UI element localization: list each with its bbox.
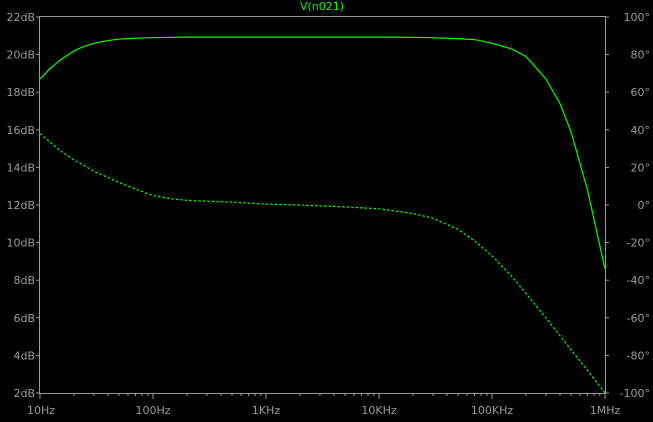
phase-point	[344, 206, 345, 207]
phase-point	[511, 276, 512, 277]
phase-point	[525, 293, 526, 294]
magnitude-point	[152, 37, 153, 38]
right-tick-label: -100°	[620, 387, 650, 400]
magnitude-point	[39, 78, 40, 79]
phase-point	[378, 208, 379, 209]
phase-point	[59, 150, 60, 151]
magnitude-point	[172, 37, 173, 38]
x-tick-label: 1MHz	[590, 404, 621, 417]
x-tick-label: 10KHz	[361, 404, 396, 417]
phase-point	[39, 133, 40, 134]
right-axis: 100° 80° 60° 40° 20° 0° -20° -40° -60° -80° -100°	[605, 11, 650, 400]
magnitude-point	[231, 37, 232, 38]
magnitude-point	[491, 43, 492, 44]
right-tick-label: 80°	[631, 49, 651, 62]
left-tick-label: 22dB	[6, 11, 35, 24]
phase-point	[265, 204, 266, 205]
left-tick-label: 2dB	[13, 387, 35, 400]
right-tick-label: 20°	[631, 161, 651, 174]
left-tick-label: 20dB	[6, 49, 35, 62]
left-tick-label: 6dB	[13, 312, 35, 325]
magnitude-point	[604, 268, 605, 269]
magnitude-point	[457, 38, 458, 39]
left-tick-label: 8dB	[13, 274, 35, 287]
magnitude-point	[107, 40, 108, 41]
phase-trace	[39, 133, 606, 394]
x-tick-label: 100Hz	[135, 404, 170, 417]
phase-point	[118, 182, 119, 183]
phase-point	[206, 201, 207, 202]
phase-point	[135, 188, 136, 189]
magnitude-point	[378, 37, 379, 38]
magnitude-point	[511, 48, 512, 49]
magnitude-point	[265, 37, 266, 38]
phase-point	[604, 392, 605, 393]
phase-point	[570, 349, 571, 350]
plot-frame	[39, 16, 606, 394]
magnitude-point	[93, 43, 94, 44]
magnitude-point	[59, 60, 60, 61]
phase-point	[93, 171, 94, 172]
right-tick-label: -60°	[627, 312, 650, 325]
magnitude-trace	[39, 36, 606, 270]
phase-point	[432, 218, 433, 219]
magnitude-point	[412, 37, 413, 38]
magnitude-point	[545, 78, 546, 79]
magnitude-point	[559, 103, 560, 104]
phase-point	[491, 255, 492, 256]
x-tick-label: 100KHz	[471, 404, 513, 417]
right-tick-label: 60°	[631, 86, 651, 99]
phase-point	[412, 213, 413, 214]
phase-point	[231, 202, 232, 203]
right-tick-label: 100°	[624, 11, 651, 24]
phase-point	[186, 200, 187, 201]
left-tick-label: 16dB	[6, 124, 35, 137]
left-tick-label: 10dB	[6, 237, 35, 250]
magnitude-point	[570, 131, 571, 132]
left-tick-label: 18dB	[6, 86, 35, 99]
magnitude-point	[84, 46, 85, 47]
magnitude-point	[48, 69, 49, 70]
x-axis: 10Hz 100Hz 1KHz 10KHz 100KHz 1MHz	[27, 393, 620, 417]
phase-point	[299, 204, 300, 205]
left-tick-label: 4dB	[13, 349, 35, 362]
x-tick-label: 1KHz	[252, 404, 280, 417]
phase-point	[474, 240, 475, 241]
phase-point	[152, 195, 153, 196]
phase-point	[587, 370, 588, 371]
right-tick-label: -20°	[627, 237, 650, 250]
phase-point	[172, 198, 173, 199]
right-tick-label: -80°	[627, 349, 650, 362]
right-tick-label: 40°	[631, 124, 651, 137]
magnitude-point	[73, 50, 74, 51]
right-tick-label: -40°	[627, 274, 650, 287]
magnitude-point	[319, 37, 320, 38]
magnitude-point	[206, 37, 207, 38]
chart-title: V(n021)	[300, 0, 344, 13]
magnitude-point	[135, 38, 136, 39]
magnitude-point	[474, 39, 475, 40]
phase-point	[457, 229, 458, 230]
left-tick-label: 14dB	[6, 161, 35, 174]
left-tick-label: 12dB	[6, 199, 35, 212]
right-tick-label: 0°	[638, 199, 651, 212]
phase-point	[545, 317, 546, 318]
left-axis: 22dB 20dB 18dB 16dB 14dB 12dB 10dB 8dB 6dB 4dB 2dB	[6, 11, 40, 400]
magnitude-point	[525, 56, 526, 57]
magnitude-point	[432, 37, 433, 38]
x-tick-label: 10Hz	[27, 404, 55, 417]
magnitude-point	[118, 39, 119, 40]
magnitude-point	[587, 189, 588, 190]
phase-point	[73, 159, 74, 160]
magnitude-point	[186, 37, 187, 38]
traces	[39, 36, 606, 394]
